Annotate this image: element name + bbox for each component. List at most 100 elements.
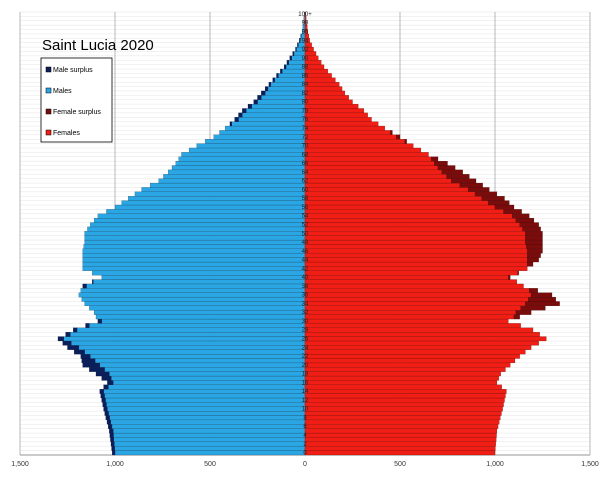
age-tick-label: 56 (302, 205, 309, 211)
male-bar (242, 112, 306, 118)
age-tick-label: 24 (302, 345, 309, 351)
male-bar (106, 402, 306, 407)
male-bar (175, 161, 306, 166)
male-surplus-bar (268, 82, 271, 87)
age-tick-label: 36 (302, 293, 309, 299)
female-surplus-bar (529, 288, 538, 293)
female-surplus-bar (526, 244, 543, 249)
female-bar (304, 11, 306, 17)
female-bar (304, 301, 526, 306)
male-bar (109, 415, 306, 421)
female-bar (304, 441, 496, 447)
male-bar (83, 244, 306, 249)
male-bar (128, 196, 306, 201)
female-bar (304, 345, 532, 350)
female-bar (304, 121, 379, 127)
male-surplus-bar (99, 389, 104, 394)
female-bar (304, 147, 422, 153)
female-bar (304, 292, 532, 298)
female-bar (304, 174, 447, 179)
female-bar (304, 178, 452, 184)
female-surplus-bar (468, 187, 490, 192)
male-bar (111, 375, 306, 381)
male-surplus-bar (297, 42, 299, 48)
male-bar (141, 187, 306, 192)
female-bar (304, 411, 502, 416)
male-bar (76, 327, 306, 333)
male-bar (94, 358, 306, 364)
female-surplus-bar (404, 139, 407, 144)
age-tick-label: 54 (302, 214, 309, 220)
male-bar (106, 209, 306, 214)
male-surplus-bar (65, 332, 71, 337)
female-bar (304, 261, 528, 267)
female-bar (304, 362, 511, 368)
age-tick-labels: 100+989694929088868482807876747270686664… (298, 12, 312, 457)
age-tick-label: 12 (302, 398, 309, 404)
male-bar (270, 82, 306, 87)
legend-entry: Males (53, 88, 72, 95)
male-bar (238, 117, 306, 122)
age-tick-label: 92 (302, 47, 309, 53)
x-tick-labels: 1,500 1,000 500 0 500 1,000 1,500 (11, 461, 599, 468)
age-tick-label: 76 (302, 117, 309, 123)
male-bar (105, 397, 306, 403)
female-bar (304, 446, 496, 451)
female-bar (304, 68, 328, 74)
female-bar (304, 402, 504, 407)
male-bar (121, 200, 306, 206)
female-surplus-bar (525, 239, 543, 245)
age-tick-label: 8 (303, 415, 307, 421)
female-bar (304, 253, 528, 258)
male-surplus-bar (112, 450, 116, 456)
female-bar (304, 117, 372, 122)
male-bar (87, 226, 306, 232)
male-bar (82, 257, 306, 263)
age-tick-label: 38 (302, 284, 309, 290)
age-tick-label: 80 (302, 100, 309, 106)
male-surplus-bar (74, 349, 85, 355)
female-bar (304, 336, 547, 342)
male-bar (225, 125, 306, 131)
male-surplus-bar (82, 362, 100, 368)
age-tick-label: 18 (302, 372, 309, 378)
male-bar (108, 411, 306, 416)
male-bar (112, 428, 306, 434)
age-tick-label: 34 (302, 301, 309, 307)
female-bar (304, 161, 435, 166)
age-tick-label: 40 (302, 275, 309, 281)
female-bar (304, 90, 346, 96)
female-bar (304, 204, 496, 210)
male-bar (261, 95, 306, 100)
legend: Male surplus Males Female surplus Females (40, 57, 113, 143)
male-surplus-bar (300, 33, 302, 39)
female-bar (304, 424, 499, 429)
male-surplus-bar (234, 117, 239, 122)
female-bar (304, 288, 530, 293)
female-bar (304, 310, 517, 315)
female-bar (304, 432, 497, 438)
male-bar (103, 389, 306, 394)
legend-box (40, 57, 113, 143)
female-bar (304, 415, 501, 421)
male-bar (70, 332, 306, 337)
male-bar (274, 77, 306, 83)
age-tick-label: 70 (302, 144, 309, 150)
male-bar (82, 261, 306, 267)
age-tick-label: 48 (302, 240, 309, 246)
female-surplus-bar (520, 305, 546, 311)
age-tick-label: 100+ (298, 12, 312, 18)
male-surplus-bar (89, 367, 105, 372)
age-tick-label: 68 (302, 152, 309, 158)
male-surplus-bar (101, 397, 106, 403)
male-surplus-bar (110, 437, 114, 442)
female-bar (304, 305, 521, 311)
male-bar (114, 446, 306, 451)
legend-swatch (45, 108, 52, 115)
male-bar (80, 288, 306, 293)
male-surplus-bar (110, 441, 115, 447)
male-bar (97, 213, 306, 219)
age-tick-label: 14 (302, 389, 309, 395)
female-surplus-bar (437, 165, 456, 171)
